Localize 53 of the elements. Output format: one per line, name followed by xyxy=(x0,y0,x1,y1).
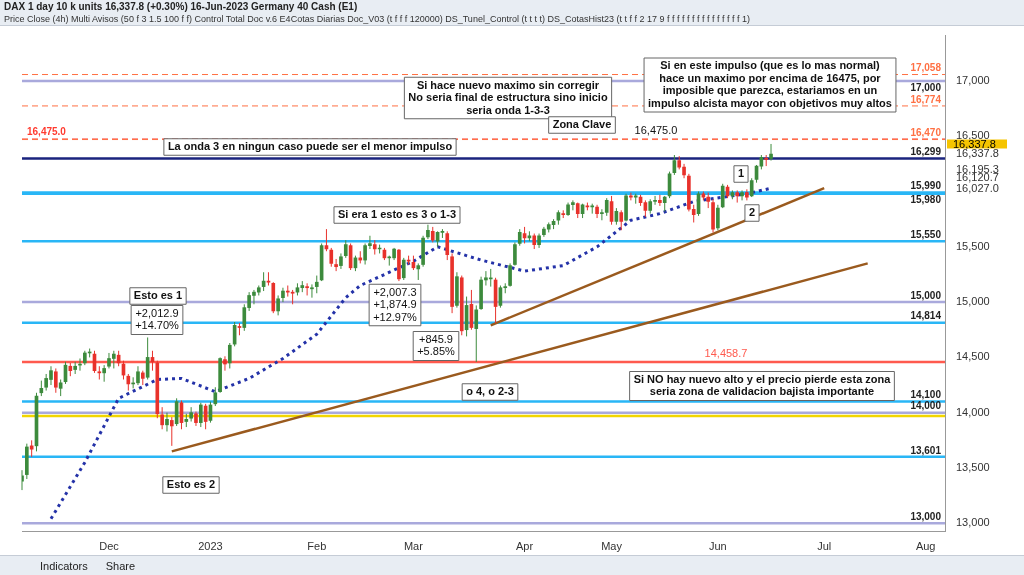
x-tick-label: Feb xyxy=(307,539,327,552)
y-tick-label: 15,500 xyxy=(956,239,990,252)
ref-line-label: 15,990 xyxy=(910,180,942,192)
y-tick-label: 14,000 xyxy=(956,405,990,418)
annotation: 2 xyxy=(748,206,756,219)
ref-line-label: 13,000 xyxy=(910,511,942,523)
y-tick-label: 14,500 xyxy=(956,350,990,363)
ref-line-label: 16,470 xyxy=(910,127,942,139)
annotation: Si hace nuevo maximo sin corregir No seria final de estructura sino inicio seria onda 1-3-3 xyxy=(408,78,608,116)
annotation: Esto es 1 xyxy=(133,289,183,302)
ref-line-label: 17,058 xyxy=(910,62,942,74)
y-tick-label: 17,000 xyxy=(956,73,990,86)
annotation: Esto es 2 xyxy=(166,478,216,491)
x-tick-label: Mar xyxy=(403,539,424,552)
annotation: Si en este impulso (que es lo mas normal) hace un maximo por encima de 16475, por imposible que parezca, estariamos en un impulso alcista mayor con objetivos muy altos xyxy=(648,59,892,109)
annotation: Si NO hay nuevo alto y el precio pierde esta zona seria zona de validacion bajista importante xyxy=(633,372,892,398)
annotation: +845.9 +5.85% xyxy=(417,332,456,358)
ref-line-label: 16,774 xyxy=(910,93,942,105)
ref-line-label: 13,601 xyxy=(910,444,942,456)
chart-title: DAX 1 day 10 k units 16,337.8 (+0.30%) 16-Jun-2023 Germany 40 Cash (E1) xyxy=(4,0,358,13)
x-tick-label: Aug xyxy=(915,539,936,552)
annotation: 16,475.0 xyxy=(634,124,678,137)
annotation: 1 xyxy=(737,167,745,180)
annotation: Si era 1 esto es 3 o 1-3 xyxy=(337,208,457,221)
ref-line-label: 14,458.7 xyxy=(704,347,748,360)
x-tick-label: Jul xyxy=(817,539,832,552)
text: Indicators xyxy=(40,559,88,572)
annotation: La onda 3 en ningun caso puede ser el menor impulso xyxy=(167,140,453,153)
chart-subtitle: Price Close (4h) Multi Avisos (50 f 3 1.5 100 f f) Control Total Doc v.6 E4Cotas Diarias Doc_V03 (t f f f 120000) DS_Tunel_Control (t t t t) DS_CotasHist23 (t t f f 2 17 9 f f f f f f f f f f f f f f f 1) xyxy=(4,12,750,25)
ref-line-label: 16,299 xyxy=(910,146,942,158)
ref-line-label: 15,000 xyxy=(910,289,942,301)
x-tick-label: 2023 xyxy=(198,539,223,552)
x-tick-label: Apr xyxy=(516,539,534,552)
y-tick-label: 13,000 xyxy=(956,516,990,529)
ref-line-label: 15,550 xyxy=(910,229,942,241)
y-tick-label: 13,500 xyxy=(956,461,990,473)
ref-line-label: 16,475.0 xyxy=(27,125,67,137)
y-tick-label: 16,195.3 xyxy=(956,162,999,175)
x-tick-label: Dec xyxy=(99,539,120,552)
ref-line-label: 15,980 xyxy=(910,194,942,206)
ref-line-label: 14,100 xyxy=(910,389,942,401)
annotation: +2,012.9 +14.70% xyxy=(135,306,180,332)
ref-line-label: 14,000 xyxy=(910,400,942,412)
annotation: o 4, o 2-3 xyxy=(466,385,514,398)
x-tick-label: Jun xyxy=(709,539,727,552)
text: Share xyxy=(105,559,136,572)
x-tick-label: May xyxy=(601,539,623,552)
annotation: Zona Clave xyxy=(552,118,612,131)
annotation: +2,007.3 +1,874.9 +12.97% xyxy=(373,285,418,323)
y-tick-label: 15,000 xyxy=(956,295,990,308)
ref-line-label: 14,814 xyxy=(910,310,942,322)
y-tick-label: 16,027.0 xyxy=(956,181,999,194)
ref-line-label: 17,000 xyxy=(910,81,942,93)
